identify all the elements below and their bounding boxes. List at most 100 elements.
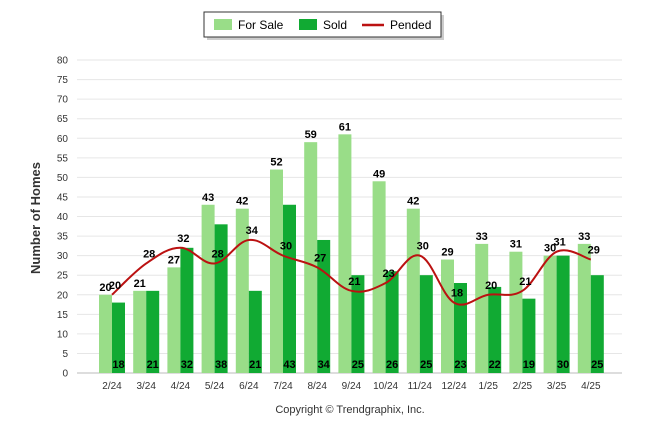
data-label-sold: 18 bbox=[112, 359, 124, 371]
data-label-sold: 25 bbox=[420, 359, 432, 371]
data-label-pended: 28 bbox=[143, 248, 155, 260]
bar-sold bbox=[590, 275, 604, 373]
y-tick-label: 20 bbox=[57, 290, 69, 301]
data-label-pended: 30 bbox=[417, 241, 429, 253]
data-label-pended: 23 bbox=[382, 268, 394, 280]
y-tick-label: 70 bbox=[57, 95, 69, 106]
bar-sold bbox=[522, 298, 536, 373]
legend-label-for-sale: For Sale bbox=[238, 18, 284, 32]
data-label-sold: 22 bbox=[489, 359, 501, 371]
bar-for-sale bbox=[406, 208, 420, 373]
bar-for-sale bbox=[577, 243, 591, 373]
data-label-pended: 30 bbox=[280, 241, 292, 253]
x-tick-label: 8/24 bbox=[307, 381, 327, 392]
data-label-pended: 21 bbox=[348, 276, 360, 288]
y-tick-label: 30 bbox=[57, 251, 69, 262]
pended-series-line bbox=[111, 238, 592, 306]
legend-label-pended: Pended bbox=[390, 18, 431, 32]
data-label-for-sale: 49 bbox=[373, 168, 385, 180]
x-axis: 2/24 3/24 4/24 5/24 6/24 7/24 8/24 9/24 10/24 11/… bbox=[102, 381, 601, 392]
data-label-pended: 18 bbox=[451, 288, 463, 300]
data-labels: 20 18 20 21 21 28 27 32 32 43 38 28 42 21 34 52 43 30 59 34… bbox=[99, 121, 603, 371]
bar-sold bbox=[180, 247, 194, 373]
bar-for-sale bbox=[167, 267, 181, 373]
bar-sold bbox=[488, 286, 502, 373]
legend-swatch-for-sale bbox=[214, 19, 232, 30]
data-label-sold: 30 bbox=[557, 359, 569, 371]
data-label-for-sale: 52 bbox=[270, 157, 282, 169]
bar-for-sale bbox=[201, 204, 215, 373]
data-label-sold: 21 bbox=[249, 359, 261, 371]
bar-sold bbox=[146, 290, 160, 373]
data-label-for-sale: 59 bbox=[305, 129, 317, 141]
data-label-for-sale: 43 bbox=[202, 192, 214, 204]
data-label-for-sale: 27 bbox=[168, 254, 180, 266]
data-label-for-sale: 30 bbox=[544, 243, 556, 255]
data-label-sold: 25 bbox=[591, 359, 603, 371]
data-label-for-sale: 33 bbox=[476, 231, 488, 243]
data-label-sold: 32 bbox=[181, 359, 193, 371]
pended-line bbox=[111, 238, 592, 306]
x-tick-label: 4/25 bbox=[581, 381, 601, 392]
y-tick-label: 50 bbox=[57, 173, 69, 184]
data-label-for-sale: 42 bbox=[407, 196, 419, 208]
y-tick-label: 55 bbox=[57, 153, 69, 164]
y-tick-label: 10 bbox=[57, 329, 69, 340]
y-tick-label: 5 bbox=[62, 349, 68, 360]
data-label-pended: 29 bbox=[588, 245, 600, 257]
data-label-pended: 27 bbox=[314, 252, 326, 264]
bar-sold bbox=[248, 290, 262, 373]
y-tick-label: 15 bbox=[57, 310, 69, 321]
data-label-for-sale: 29 bbox=[441, 247, 453, 259]
data-label-pended: 20 bbox=[485, 280, 497, 292]
data-label-pended: 32 bbox=[177, 233, 189, 245]
bar-sold bbox=[556, 255, 570, 373]
bar-for-sale bbox=[543, 255, 557, 373]
data-label-pended: 21 bbox=[519, 276, 531, 288]
x-tick-label: 11/24 bbox=[408, 381, 433, 392]
x-tick-label: 4/24 bbox=[171, 381, 191, 392]
data-label-pended: 20 bbox=[109, 280, 121, 292]
data-label-sold: 21 bbox=[147, 359, 159, 371]
data-label-pended: 28 bbox=[211, 248, 223, 260]
x-tick-label: 9/24 bbox=[342, 381, 362, 392]
data-label-for-sale: 21 bbox=[134, 278, 146, 290]
copyright-credit: Copyright © Trendgraphix, Inc. bbox=[275, 404, 424, 416]
y-tick-label: 80 bbox=[57, 56, 69, 67]
data-label-for-sale: 61 bbox=[339, 121, 351, 133]
bar-for-sale bbox=[270, 169, 283, 373]
y-tick-label: 75 bbox=[57, 75, 69, 86]
data-label-sold: 25 bbox=[352, 359, 364, 371]
x-tick-label: 3/25 bbox=[547, 381, 567, 392]
bar-sold bbox=[283, 204, 296, 373]
y-tick-label: 60 bbox=[57, 134, 69, 145]
legend: For Sale Sold Pended bbox=[203, 11, 444, 40]
data-label-for-sale: 31 bbox=[510, 239, 522, 251]
x-tick-label: 7/24 bbox=[273, 381, 293, 392]
y-tick-label: 35 bbox=[57, 232, 69, 243]
y-tick-label: 40 bbox=[57, 212, 69, 223]
y-axis: 0 5 10 15 20 25 30 35 40 45 50 55 60 65 70 75 80 bbox=[57, 56, 69, 380]
x-tick-label: 2/25 bbox=[513, 381, 533, 392]
bar-for-sale bbox=[372, 181, 386, 373]
x-tick-label: 12/24 bbox=[441, 381, 466, 392]
x-tick-label: 2/24 bbox=[102, 381, 122, 392]
bar-for-sale bbox=[99, 294, 112, 373]
data-label-sold: 23 bbox=[454, 359, 466, 371]
data-label-sold: 26 bbox=[386, 359, 398, 371]
bar-sold bbox=[351, 275, 365, 373]
data-label-sold: 43 bbox=[283, 359, 295, 371]
x-tick-label: 6/24 bbox=[239, 381, 259, 392]
x-tick-label: 10/24 bbox=[373, 381, 398, 392]
data-label-for-sale: 20 bbox=[99, 282, 111, 294]
bar-for-sale bbox=[509, 251, 523, 373]
data-label-pended: 31 bbox=[553, 237, 565, 249]
legend-swatch-sold bbox=[299, 19, 317, 30]
bar-for-sale bbox=[338, 134, 352, 373]
bar-sold bbox=[385, 271, 399, 373]
bar-for-sale bbox=[475, 243, 489, 373]
data-label-sold: 19 bbox=[523, 359, 535, 371]
bars bbox=[99, 134, 604, 373]
bar-for-sale bbox=[235, 208, 249, 373]
